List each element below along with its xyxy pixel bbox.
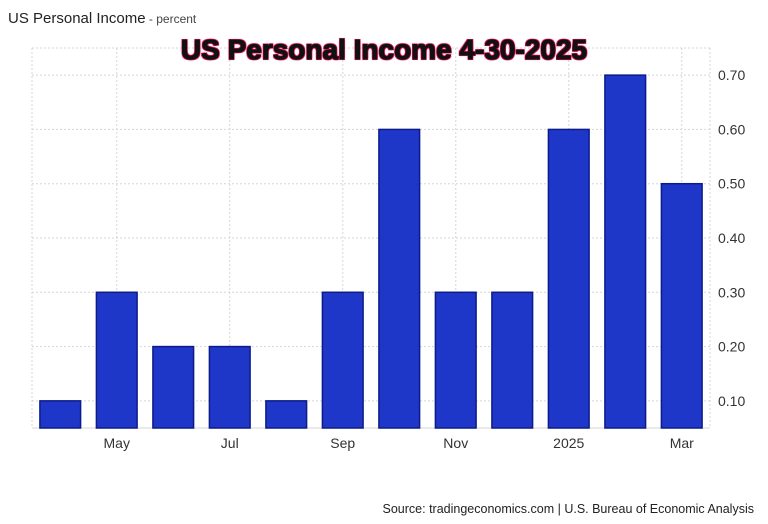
y-tick-label: 0.30 <box>718 284 745 300</box>
x-tick-label: May <box>104 435 130 451</box>
y-tick-label: 0.60 <box>718 121 745 137</box>
bar-dec <box>491 291 534 429</box>
y-tick-label: 0.10 <box>718 393 745 409</box>
bars <box>39 74 703 429</box>
bar-jul <box>208 345 251 429</box>
y-tick-label: 0.40 <box>718 230 745 246</box>
x-tick-label: 2025 <box>553 435 584 451</box>
chart-header: US Personal Income - percent <box>8 10 196 27</box>
x-tick-label: Jul <box>221 435 239 451</box>
x-axis-ticks: May Jul Sep Nov 2025 Mar <box>104 435 695 451</box>
y-tick-label: 0.20 <box>718 339 745 355</box>
y-tick-label: 0.70 <box>718 67 745 83</box>
bar-nov <box>434 291 477 429</box>
x-tick-label: Nov <box>443 435 468 451</box>
bar-mar <box>660 182 703 429</box>
source-attribution: Source: tradingeconomics.com | U.S. Bure… <box>382 502 754 516</box>
bar-may <box>95 291 138 429</box>
y-axis-ticks: 0.10 0.20 0.30 0.40 0.50 0.60 0.70 <box>718 67 745 409</box>
y-tick-label: 0.50 <box>718 176 745 192</box>
bar-sep <box>321 291 364 429</box>
chart-title: US Personal Income <box>8 10 146 27</box>
chart-unit: - percent <box>145 12 197 26</box>
bar-apr <box>39 400 82 429</box>
overlay-title: US Personal Income 4-30-2025 <box>180 34 588 66</box>
x-tick-label: Mar <box>670 435 694 451</box>
bar-2025 <box>547 128 590 429</box>
x-tick-label: Sep <box>330 435 355 451</box>
bar-feb <box>604 74 647 429</box>
bar-aug <box>265 400 308 429</box>
bar-jun <box>152 345 195 429</box>
bar-oct <box>378 128 421 429</box>
